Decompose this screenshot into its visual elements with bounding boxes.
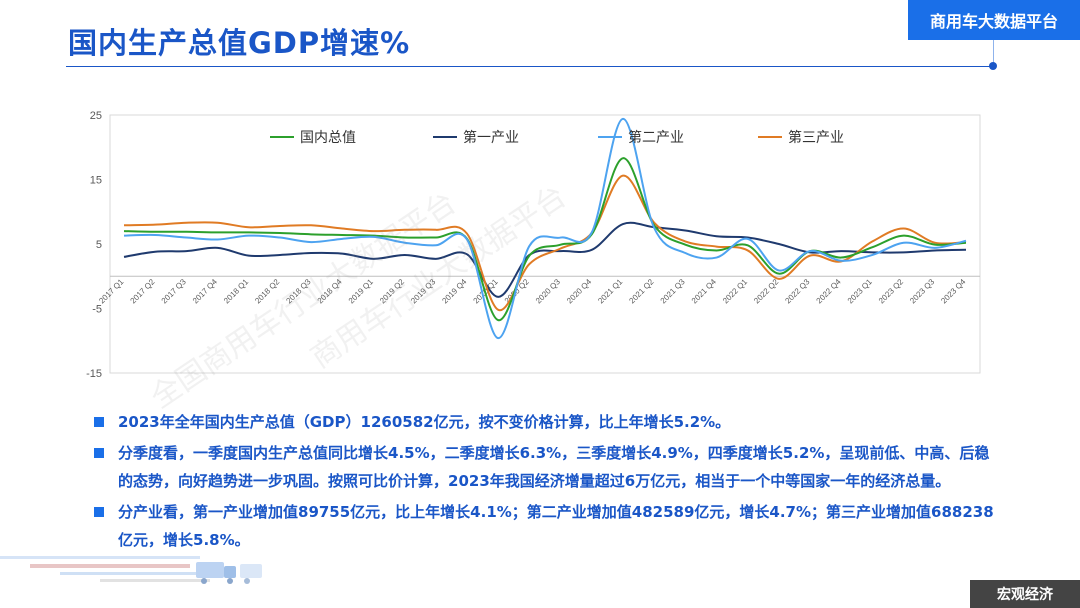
y-tick-label: -15 xyxy=(86,368,102,380)
series-line-1 xyxy=(123,221,967,298)
legend-label: 第二产业 xyxy=(628,129,684,146)
note-item: 分季度看，一季度国内生产总值同比增长4.5%，二季度增长6.3%，三季度增长4.… xyxy=(94,439,994,495)
x-tick-label: 2018 Q3 xyxy=(284,277,312,305)
series-line-3 xyxy=(123,174,967,311)
note-text: 分季度看，一季度国内生产总值同比增长4.5%，二季度增长6.3%，三季度增长4.… xyxy=(118,444,990,490)
x-tick-label: 2017 Q4 xyxy=(191,277,219,305)
x-tick-label: 2019 Q1 xyxy=(347,277,375,305)
x-tick-label: 2020 Q4 xyxy=(565,277,593,305)
legend-label: 第三产业 xyxy=(788,129,844,146)
y-tick-label: 15 xyxy=(90,175,102,187)
series-line-2 xyxy=(123,117,967,340)
note-text: 分产业看，第一产业增加值89755亿元，比上年增长4.1%；第二产业增加值482… xyxy=(118,503,994,549)
x-tick-label: 2017 Q1 xyxy=(97,277,125,305)
x-tick-label: 2023 Q2 xyxy=(877,277,905,305)
truck-decoration-icon xyxy=(0,556,262,584)
gdp-line-chart: 25 15 5 -5 -15 2017 Q1 2017 Q2 2017 Q3 2017 Q4 20… xyxy=(0,90,1080,416)
note-item: 分产业看，第一产业增加值89755亿元，比上年增长4.1%；第二产业增加值482… xyxy=(94,498,994,554)
x-tick-label: 2023 Q3 xyxy=(908,277,936,305)
title-rule xyxy=(66,66,994,67)
x-tick-label: 2021 Q2 xyxy=(627,277,655,305)
x-tick-label: 2021 Q1 xyxy=(596,277,624,305)
x-tick-label: 2022 Q1 xyxy=(721,277,749,305)
bullet-square-icon xyxy=(94,448,104,458)
bullet-square-icon xyxy=(94,507,104,517)
x-tick-label: 2021 Q4 xyxy=(690,277,718,305)
x-tick-label: 2022 Q4 xyxy=(815,277,843,305)
x-tick-label: 2019 Q4 xyxy=(440,277,468,305)
x-tick-label: 2022 Q2 xyxy=(752,277,780,305)
x-tick-label: 2019 Q2 xyxy=(378,277,406,305)
note-text: 2023年全年国内生产总值（GDP）1260582亿元，按不变价格计算，比上年增… xyxy=(118,413,731,431)
series-line-0 xyxy=(123,157,967,322)
brand-badge: 商用车大数据平台 xyxy=(908,0,1080,40)
x-tick-label: 2022 Q3 xyxy=(783,277,811,305)
x-tick-label: 2023 Q4 xyxy=(939,277,967,305)
note-item: 2023年全年国内生产总值（GDP）1260582亿元，按不变价格计算，比上年增… xyxy=(94,408,994,436)
x-tick-label: 2020 Q3 xyxy=(534,277,562,305)
x-tick-label: 2021 Q3 xyxy=(659,277,687,305)
x-tick-label: 2018 Q1 xyxy=(222,277,250,305)
legend-label: 国内总值 xyxy=(300,130,356,146)
page-title: 国内生产总值GDP增速% xyxy=(68,26,411,60)
y-tick-label: 5 xyxy=(96,239,102,251)
x-tick-label: 2019 Q3 xyxy=(409,277,437,305)
title-rule-dot xyxy=(989,62,997,70)
y-tick-label: 25 xyxy=(90,110,102,122)
x-tick-label: 2017 Q2 xyxy=(129,277,157,305)
x-tick-label: 2018 Q4 xyxy=(316,277,344,305)
x-tick-label: 2017 Q3 xyxy=(160,277,188,305)
notes-list: 2023年全年国内生产总值（GDP）1260582亿元，按不变价格计算，比上年增… xyxy=(94,408,994,557)
title-rule-tick xyxy=(993,40,994,64)
x-tick-label: 2018 Q2 xyxy=(253,277,281,305)
bullet-square-icon xyxy=(94,417,104,427)
x-tick-label: 2023 Q1 xyxy=(846,277,874,305)
legend-label: 第一产业 xyxy=(463,129,519,146)
y-tick-label: -5 xyxy=(92,304,102,316)
plot-area-frame xyxy=(109,114,981,374)
section-tag: 宏观经济 xyxy=(970,580,1080,608)
